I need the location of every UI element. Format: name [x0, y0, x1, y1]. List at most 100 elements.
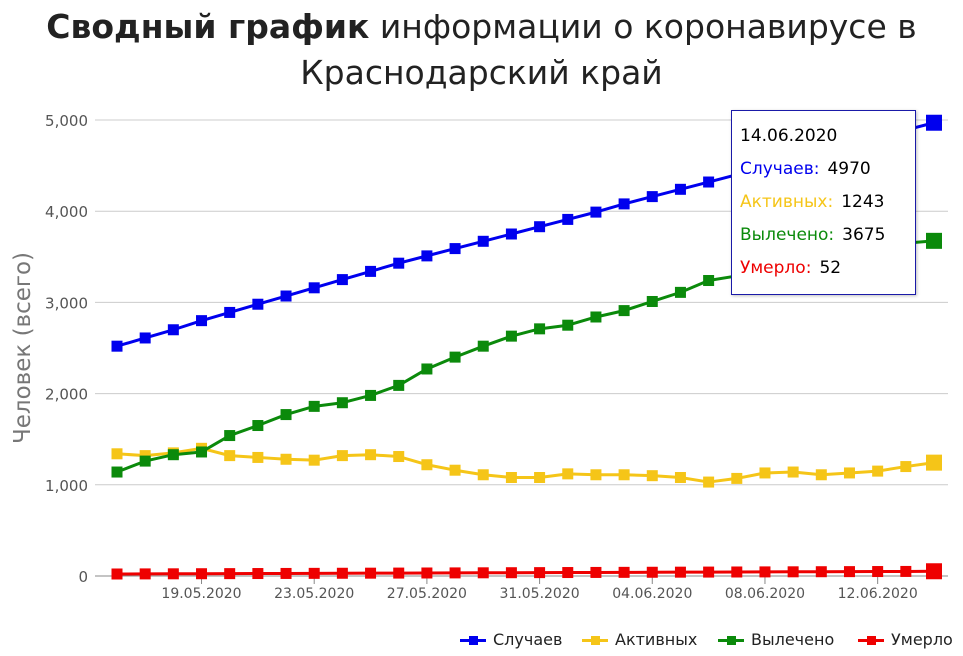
data-point: [393, 567, 405, 579]
data-point: [224, 568, 236, 580]
legend-swatch-cases: [460, 636, 486, 645]
data-point: [336, 397, 348, 409]
data-point: [252, 568, 264, 580]
data-point: [618, 305, 630, 317]
data-point: [477, 469, 489, 481]
data-point: [872, 566, 884, 578]
data-point: [759, 566, 771, 578]
data-point: [703, 566, 715, 578]
data-point: [646, 191, 658, 203]
chart-title-line2: Краснодарский край: [300, 53, 663, 92]
x-tick-label: 23.05.2020: [274, 586, 354, 602]
legend-swatch-recovered: [718, 636, 744, 645]
chart-title-rest: информации о коронавирусе в: [379, 7, 917, 46]
data-point: [534, 472, 546, 484]
x-tick-label: 19.05.2020: [161, 586, 241, 602]
chart-title-bold: Сводный график: [46, 7, 370, 46]
tooltip-row-active: Активных: 1243: [740, 189, 907, 222]
data-point: [674, 286, 686, 298]
data-point: [421, 459, 433, 471]
data-point: [618, 566, 630, 578]
data-point: [674, 183, 686, 195]
data-point: [421, 567, 433, 579]
y-tick-label: 1,000: [45, 477, 88, 495]
data-point: [590, 311, 602, 323]
data-point: [308, 454, 320, 466]
data-point: [477, 235, 489, 247]
data-point: [365, 265, 377, 277]
data-point: [111, 568, 123, 580]
tooltip-value-recovered: 3675: [842, 225, 886, 245]
data-point: [477, 567, 489, 579]
data-point: [505, 228, 517, 240]
data-point: [449, 567, 461, 579]
data-point: [139, 568, 151, 580]
data-point: [534, 221, 546, 233]
data-point: [534, 567, 546, 579]
x-tick-label: 31.05.2020: [500, 586, 580, 602]
data-point: [196, 446, 208, 458]
data-point: [731, 472, 743, 484]
data-point: [139, 332, 151, 344]
legend-swatch-died: [858, 636, 884, 645]
y-tick-label: 0: [78, 568, 88, 586]
data-point: [111, 466, 123, 478]
data-point: [926, 563, 942, 580]
data-point: [252, 420, 264, 432]
data-point: [787, 466, 799, 478]
data-point: [759, 467, 771, 479]
data-point: [505, 330, 517, 342]
data-point: [562, 213, 574, 225]
data-point: [562, 567, 574, 579]
series-line-1: [116, 446, 935, 484]
chart-legend: Случаев Активных Вылечено Умерло: [460, 628, 960, 652]
tooltip-value-cases: 4970: [827, 159, 871, 179]
tooltip-label-active: Активных:: [740, 192, 834, 212]
tooltip-row-died: Умерло: 52: [740, 255, 907, 288]
data-point: [280, 409, 292, 421]
data-point: [843, 566, 855, 578]
data-point: [196, 315, 208, 327]
data-point: [365, 567, 377, 579]
data-point: [646, 295, 658, 307]
data-point: [477, 340, 489, 352]
y-tick-label: 3,000: [45, 294, 88, 312]
data-point: [926, 114, 942, 131]
data-point: [449, 351, 461, 363]
data-point: [365, 389, 377, 401]
data-point: [815, 469, 827, 481]
data-point: [505, 472, 517, 484]
data-point: [280, 453, 292, 465]
tooltip-value-died: 52: [819, 258, 842, 278]
data-point: [590, 469, 602, 481]
data-point: [167, 568, 179, 580]
data-point: [196, 568, 208, 580]
data-point: [815, 566, 827, 578]
data-point: [449, 243, 461, 255]
chart-tooltip: 14.06.2020 Случаев: 4970 Активных: 1243 Вы…: [731, 110, 916, 295]
data-point: [449, 464, 461, 476]
data-point: [703, 176, 715, 188]
data-point: [365, 449, 377, 461]
data-point: [252, 451, 264, 463]
x-tick-label: 27.05.2020: [387, 586, 467, 602]
x-tick-label: 04.06.2020: [612, 586, 692, 602]
data-point: [872, 465, 884, 477]
data-point: [139, 455, 151, 467]
data-point: [562, 468, 574, 480]
data-point: [787, 566, 799, 578]
data-point: [618, 469, 630, 481]
tooltip-row-recovered: Вылечено: 3675: [740, 222, 907, 255]
y-tick-label: 4,000: [45, 203, 88, 221]
data-point: [308, 567, 320, 579]
data-point: [703, 476, 715, 488]
chart-title: Сводный график информации о коронавирусе…: [0, 4, 963, 96]
data-point: [111, 448, 123, 460]
tooltip-label-recovered: Вылечено:: [740, 225, 835, 245]
data-point: [674, 566, 686, 578]
data-point: [393, 451, 405, 463]
data-point: [336, 450, 348, 462]
data-point: [167, 324, 179, 336]
data-point: [336, 567, 348, 579]
